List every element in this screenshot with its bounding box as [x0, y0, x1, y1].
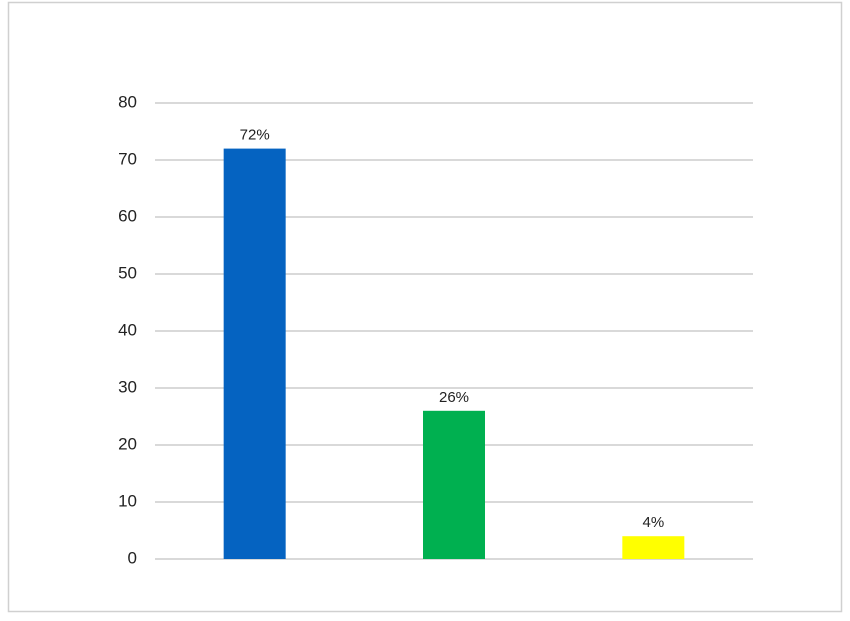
y-tick-label: 10 [118, 491, 137, 510]
y-tick-label: 80 [118, 92, 137, 111]
bar [223, 148, 286, 559]
y-tick-label: 50 [118, 263, 137, 282]
y-tick-label: 30 [118, 377, 137, 396]
y-tick-label: 0 [128, 548, 137, 567]
y-tick-label: 20 [118, 434, 137, 453]
value-label: 72% [240, 127, 270, 144]
value-label: 4% [642, 514, 664, 531]
bar [423, 410, 485, 559]
y-tick-label: 70 [118, 149, 137, 168]
y-tick-label: 60 [118, 206, 137, 225]
value-label: 26% [439, 389, 469, 406]
y-tick-label: 40 [118, 320, 137, 339]
bar [622, 536, 685, 559]
